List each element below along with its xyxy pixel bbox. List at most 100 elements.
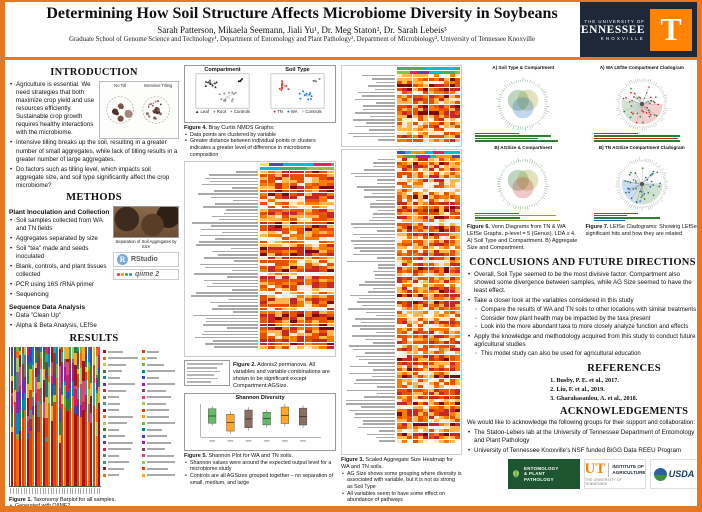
fig3-text: Scaled Aggregate Size Heatmap for WA and…: [341, 457, 453, 470]
fig2-block: Figure 2. Adonis2 permanova. All variabl…: [184, 360, 336, 390]
lefse-figure-grid: A) Soil Type & Compartment A) WA LEfSe C…: [467, 65, 698, 222]
shannon-title: Shannon Diversity: [235, 394, 285, 401]
methods-row: Plant Inoculation and Collection Soil sa…: [9, 205, 179, 302]
reference-item: 3. Gharahasanlou, A. et al., 2018.: [550, 394, 638, 402]
methods-bullet: Sequencing: [9, 291, 110, 299]
methods-bullet: Alpha & Beta Analysis, LEfSe: [9, 322, 179, 330]
utia-subline: THE UNIVERSITY OF TENNESSEE: [585, 478, 623, 487]
nmds-compartment-plot: [195, 73, 250, 109]
fig5-text: Shannon Plot for WA and TN soils.: [208, 452, 293, 459]
acknowledgements-heading-wrap: ACKNOWLEDGEMENTS: [550, 406, 698, 417]
fig3-caption: Figure 3. Scaled Aggregate Size Heatmap …: [341, 457, 462, 471]
fig7-text: LEfSe Cladograms: Showing LEfSe signific…: [585, 224, 697, 237]
clado-tn-art: [615, 156, 668, 210]
fig4-bullet: Greater distance between individual poin…: [184, 138, 336, 158]
fig3-bullet: AG Size shows some grouping where divers…: [341, 471, 462, 491]
intro-top-row: Agriculture is essential. We need strate…: [9, 81, 179, 140]
heatmap-wa-panel: [341, 65, 462, 147]
rstudio-r-icon: R: [117, 253, 128, 265]
fig1-caption: Figure 1. Taxonomy Barplot for all sampl…: [9, 497, 179, 504]
fig5-bullet: Controls are all AGSizes grouped togethe…: [184, 473, 336, 486]
acknowledgements-intro: We would like to acknowledge the followi…: [467, 420, 696, 427]
utia-divider: [608, 462, 610, 477]
conclusion-bullet: Apply the knowledge and methodology acqu…: [467, 333, 698, 349]
tilling-diagram-art: [106, 96, 170, 124]
column-right: A) Soil Type & Compartment A) WA LEfSe C…: [467, 65, 698, 506]
nmds-compartment-legend: ▲ Leaf ● Root + Controls: [186, 109, 259, 114]
adonis-table: [184, 360, 230, 387]
clado-tn-label: B) TN AGSize Compartment Cladogram: [598, 144, 685, 150]
intro-bullet: Do factors such as tilling level, which …: [9, 166, 179, 190]
fig6-text: Venn Diagrams from TN & WA LEfSe Graphs.…: [467, 224, 578, 251]
fig5-label: Figure 5.: [184, 452, 207, 459]
usda-logo-text: USDA: [668, 469, 695, 480]
references-block: REFERENCES 1. Busby, P. E. et al., 2017.…: [550, 363, 698, 403]
acknowledgement-item: University of Tennessee Knoxville's NSF …: [467, 447, 698, 455]
nmds-title-compartment: Compartment: [204, 67, 241, 73]
intro-bullet: Intensive tilling breaks up the soil, re…: [9, 139, 179, 163]
utia-line2: AGRICULTURE: [612, 469, 646, 475]
qiime2-label: qiime 2: [135, 270, 160, 278]
nmds-legend-item: ● WA: [286, 109, 298, 114]
taxonomy-barplot-xticks: [9, 487, 101, 495]
methods-bullet: Aggregates separated by size: [9, 235, 110, 243]
fig6-label: Figure 6.: [467, 224, 490, 231]
clado-wa-art: [615, 77, 668, 131]
venn-soiltype-label: A) Soil Type & Compartment: [492, 65, 555, 70]
fig4-caption: Figure 4. Bray Curtis NMDS Graphs:: [184, 125, 336, 132]
epp-line2: & PLANT: [524, 471, 546, 477]
footer-logo-row: ENTOMOLOGY & PLANT PATHOLOGY UT INSTITUT…: [467, 459, 698, 490]
heatmap-tn-panel: [341, 149, 462, 455]
qiime2-dots-icon: [117, 272, 132, 276]
ut-logo-line3: KNOXVILLE: [600, 35, 645, 41]
methods-bullet: Soil samples collected from WA and TN fi…: [9, 217, 110, 233]
conclusion-subbullet: Look into the more abundant taxa to more…: [467, 324, 698, 332]
venn-agsize-art: [497, 157, 550, 210]
venn-agsize-legend: [467, 212, 580, 223]
epp-line3: PATHOLOGY: [524, 476, 554, 482]
fig7-caption: Figure 7. LEfSe Cladograms: Showing LEfS…: [586, 224, 699, 252]
epp-logo-text: ENTOMOLOGY & PLANT PATHOLOGY: [524, 466, 559, 483]
intensive-tilling-label: Intensive Tilling: [143, 83, 173, 88]
clado-tn-legend: [586, 212, 699, 223]
ut-logo-line2: TENNESSEE: [572, 23, 645, 36]
venn-soiltype-cell: A) Soil Type & Compartment: [467, 65, 580, 143]
ut-logo-wordmark: THE UNIVERSITY OF TENNESSEE KNOXVILLE: [573, 19, 645, 41]
ut-institute-of-agriculture-logo: UT INSTITUTE OF AGRICULTURE THE UNIVERSI…: [584, 459, 646, 490]
conclusion-bullet: Overall, Soil Type seemed to be the most…: [467, 271, 698, 295]
references-heading: REFERENCES: [587, 363, 661, 375]
venn-soiltype-legend: [467, 132, 580, 143]
usda-logo: USDA: [650, 459, 698, 490]
fig1-text: Taxonomy Barplot for all samples.: [33, 496, 116, 503]
qiime2-logo: qiime 2: [113, 268, 179, 280]
utia-logo-lines: INSTITUTE OF AGRICULTURE: [612, 464, 645, 475]
methods-heading: METHODS: [66, 191, 122, 203]
fig5-bullet: Shannon values were around the expected …: [184, 460, 336, 473]
column-left: INTRODUCTION Agriculture is essential. W…: [9, 65, 179, 506]
taxonomy-barplot-wrap: [9, 346, 101, 495]
utia-line1: INSTITUTE OF: [612, 464, 644, 470]
column-middle-right: Figure 3. Scaled Aggregate Size Heatmap …: [341, 65, 462, 506]
fig1-bullet: Generated with QIIME2: [9, 503, 179, 506]
methods-media: Separation of Soil Aggregates by Size R …: [113, 205, 179, 302]
acknowledgement-item: The Staton-Lebeis lab at the University …: [467, 429, 698, 445]
conclusion-subbullet: This model study can also be used for ag…: [467, 351, 698, 359]
methods-subheading-1: Plant Inoculation and Collection: [9, 208, 110, 216]
methods-subheading-2: Sequence Data Analysis: [9, 304, 85, 312]
fig1-label: Figure 1.: [9, 496, 32, 503]
fig3-label: Figure 3.: [341, 457, 364, 463]
venn-agsize-label: B) AGSize & Compartment: [494, 144, 553, 150]
fig4-label: Figure 4.: [184, 125, 207, 131]
shannon-boxplot: [200, 403, 322, 442]
intro-bullet: Agriculture is essential. We need strate…: [9, 81, 96, 137]
tilling-diagram-labels: No Till Intensive Tilling: [101, 83, 177, 88]
fig2-caption: Figure 2. Adonis2 permanova. All variabl…: [233, 362, 336, 390]
shannon-figure: Shannon Diversity: [184, 392, 336, 451]
conclusion-bullet: Take a closer look at the variables cons…: [467, 297, 698, 305]
taxonomy-figure: [9, 346, 179, 495]
nmds-soiltype-legend: ● TN ● WA + Controls: [261, 109, 334, 114]
no-till-label: No Till: [114, 83, 126, 88]
methods-bullet: Blank, controls, and plant tissues colle…: [9, 263, 110, 279]
reference-item: 2. Liu, F. et al., 2019.: [550, 385, 605, 393]
